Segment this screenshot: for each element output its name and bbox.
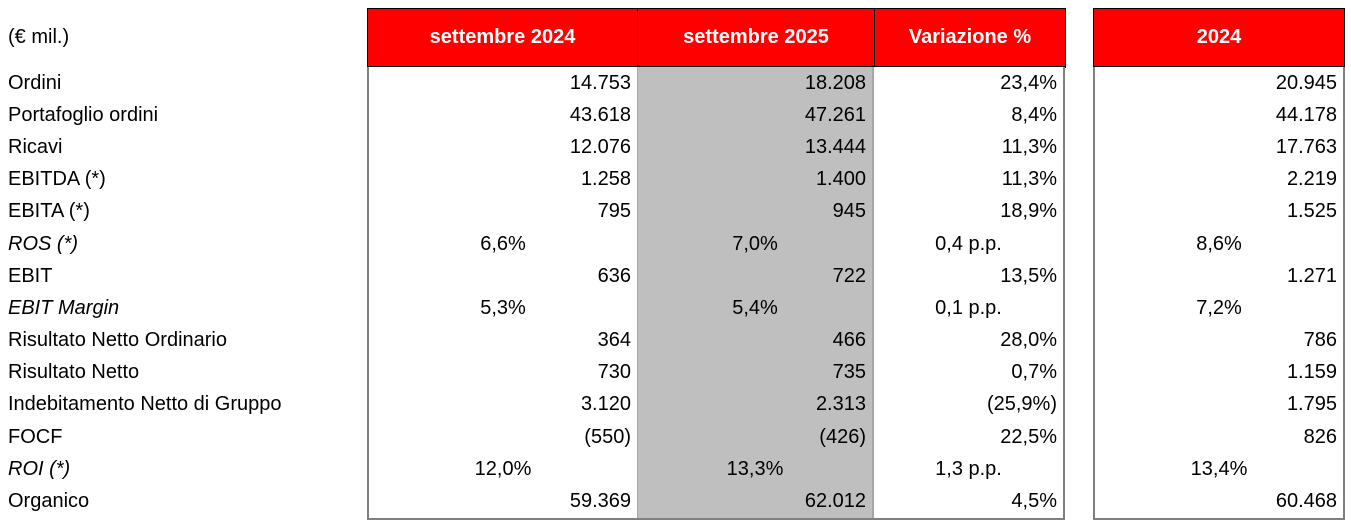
cell-sett2024: 59.369 (569, 490, 631, 513)
cell-fy2024: 7,2% (1196, 296, 1242, 319)
cell-fy2024: 8,6% (1196, 232, 1242, 255)
cell-variazione: 22,5% (1000, 425, 1057, 448)
table-row: 636 722 13,5% (369, 260, 1063, 293)
table-row: (550) (426) 22,5% (369, 421, 1063, 454)
table-row: 364 466 28,0% (369, 324, 1063, 357)
cell-sett2025: 945 (637, 195, 874, 228)
cell-fy2024: 826 (1303, 425, 1337, 448)
cell-variazione: 1,3 p.p. (935, 457, 1002, 480)
cell-variazione: 0,7% (1011, 361, 1057, 384)
units-label: (€ mil.) (8, 26, 70, 48)
cell-sett2025: 7,0% (637, 227, 874, 261)
cell-sett2025: 722 (637, 260, 874, 293)
cell-variazione: 4,5% (1011, 490, 1057, 513)
cell-fy2024: 20.945 (1275, 71, 1337, 94)
table-row: 1.258 1.400 11,3% (369, 163, 1063, 196)
table-row: 3.120 2.313 (25,9%) (369, 388, 1063, 422)
cell-variazione: 23,4% (1000, 71, 1057, 94)
cell-fy2024: 1.525 (1286, 200, 1337, 223)
table-row: 795 945 18,9% (369, 195, 1063, 228)
cell-sett2024: 12,0% (474, 457, 532, 480)
column-header-variazione: Variazione % (874, 8, 1066, 68)
column-header-settembre-2024: settembre 2024 (367, 8, 638, 68)
column-header-2024: 2024 (1093, 8, 1345, 68)
cell-sett2024: 3.120 (580, 393, 631, 416)
row-label: ROS (*) (8, 232, 78, 255)
cell-variazione: 18,9% (1000, 200, 1057, 223)
cell-variazione: 0,1 p.p. (935, 296, 1002, 319)
cell-sett2024: 5,3% (480, 296, 526, 319)
cell-sett2025: 466 (637, 324, 874, 357)
row-label: EBITDA (*) (8, 168, 106, 191)
cell-sett2024: (550) (584, 425, 631, 448)
cell-sett2024: 795 (597, 200, 631, 223)
cell-fy2024: 1.271 (1286, 264, 1337, 287)
row-label: FOCF (8, 425, 63, 448)
table-row: 12.076 13.444 11,3% (369, 131, 1063, 164)
cell-sett2024: 14.753 (569, 71, 631, 94)
row-label: Indebitamento Netto di Gruppo (8, 393, 282, 416)
row-label: EBIT Margin (8, 296, 120, 319)
row-label: Organico (8, 490, 90, 513)
cell-sett2025: 13.444 (637, 131, 874, 164)
cell-sett2025: 18.208 (637, 67, 874, 100)
cell-sett2025: 2.313 (637, 388, 874, 422)
cell-fy2024: 1.159 (1286, 361, 1337, 384)
cell-sett2024: 43.618 (569, 103, 631, 126)
main-table-body: 14.753 18.208 23,4% 43.618 47.261 8,4% 12.076 1… (367, 67, 1065, 520)
cell-fy2024: 1.795 (1286, 393, 1337, 416)
cell-fy2024: 2.219 (1286, 168, 1337, 191)
column-header-settembre-2025: settembre 2025 (637, 8, 875, 68)
row-label: Risultato Netto Ordinario (8, 329, 227, 352)
table-row: 12,0% 13,3% 1,3 p.p. (369, 453, 1063, 486)
row-label: Portafoglio ordini (8, 103, 159, 126)
cell-fy2024: 60.468 (1275, 490, 1337, 513)
cell-variazione: 0,4 p.p. (935, 232, 1002, 255)
row-labels-column: Ordini Portafoglio ordini Ricavi EBITDA (*)… (0, 67, 360, 518)
cell-fy2024: 17.763 (1275, 135, 1337, 158)
cell-fy2024: 786 (1303, 329, 1337, 352)
cell-variazione: 28,0% (1000, 329, 1057, 352)
cell-variazione: 11,3% (1001, 168, 1057, 191)
cell-sett2024: 364 (597, 329, 631, 352)
table-row: 14.753 18.208 23,4% (369, 67, 1063, 100)
cell-variazione: (25,9%) (986, 393, 1057, 416)
table-row: 59.369 62.012 4,5% (369, 485, 1063, 518)
fy2024-table-body: 20.945 44.178 17.763 2.219 1.525 8,6% 1.271 7,2… (1093, 67, 1345, 520)
table-row: 730 735 0,7% (369, 356, 1063, 389)
table-row: 43.618 47.261 8,4% (369, 99, 1063, 132)
cell-variazione: 11,3% (1001, 135, 1057, 158)
cell-sett2024: 1.258 (580, 168, 631, 191)
cell-sett2024: 636 (597, 264, 631, 287)
cell-sett2025: 62.012 (637, 485, 874, 518)
cell-sett2025: 5,4% (637, 292, 874, 325)
cell-sett2024: 6,6% (480, 232, 526, 255)
cell-fy2024: 44.178 (1275, 103, 1337, 126)
cell-variazione: 13,5% (1000, 264, 1057, 287)
row-label: EBIT (8, 264, 53, 287)
cell-sett2024: 12.076 (569, 135, 631, 158)
row-label: Risultato Netto (8, 361, 140, 384)
cell-sett2025: 47.261 (637, 99, 874, 132)
row-label: Ordini (8, 71, 62, 94)
table-row: 5,3% 5,4% 0,1 p.p. (369, 292, 1063, 325)
cell-sett2025: 13,3% (637, 453, 874, 486)
cell-sett2025: (426) (637, 421, 874, 454)
cell-sett2024: 730 (597, 361, 631, 384)
cell-variazione: 8,4% (1011, 103, 1057, 126)
row-label: ROI (*) (8, 457, 71, 480)
row-label: EBITA (*) (8, 200, 90, 223)
cell-sett2025: 1.400 (637, 163, 874, 196)
cell-sett2025: 735 (637, 356, 874, 389)
cell-fy2024: 13,4% (1190, 457, 1248, 480)
row-label: Ricavi (8, 135, 63, 158)
table-row: 6,6% 7,0% 0,4 p.p. (369, 227, 1063, 261)
